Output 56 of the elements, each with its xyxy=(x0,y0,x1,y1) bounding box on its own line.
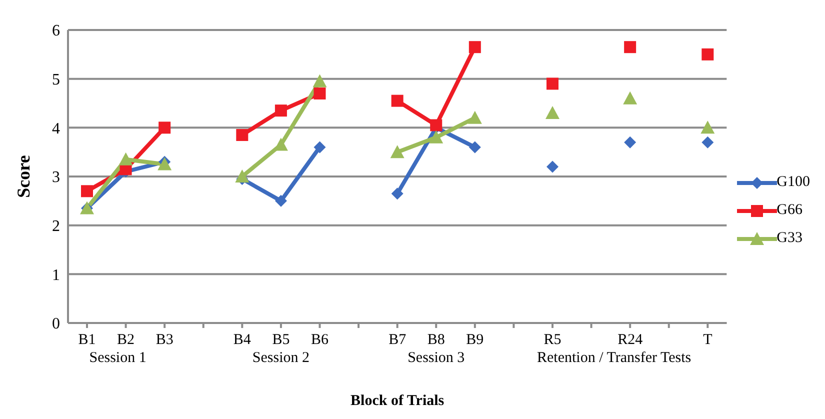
point xyxy=(274,194,287,207)
point xyxy=(624,41,636,54)
point xyxy=(158,122,171,134)
point xyxy=(312,74,327,88)
point xyxy=(81,185,93,198)
point xyxy=(314,87,326,100)
legend-label: G66 xyxy=(776,202,802,219)
point xyxy=(546,160,558,173)
y-axis-title: Score xyxy=(13,155,34,198)
point xyxy=(468,141,481,154)
point xyxy=(235,170,250,182)
point xyxy=(118,152,133,166)
point xyxy=(390,145,404,158)
x-tick-label: B3 xyxy=(156,332,174,348)
text: Session 1 xyxy=(89,350,146,366)
y-tick-label: 4 xyxy=(52,120,60,138)
point xyxy=(314,141,326,154)
x-tick-label: B7 xyxy=(388,332,407,348)
point xyxy=(546,78,558,90)
x-tick-label: B4 xyxy=(233,332,252,348)
x-tick-label: R5 xyxy=(544,332,562,348)
point xyxy=(391,188,404,200)
x-tick-label: B9 xyxy=(466,332,484,348)
point xyxy=(468,41,481,54)
y-tick-label: 3 xyxy=(52,169,60,186)
point xyxy=(702,48,714,60)
point xyxy=(158,157,172,170)
point xyxy=(236,128,248,141)
x-tick-label: B2 xyxy=(117,332,135,348)
y-tick-label: 1 xyxy=(52,266,60,284)
point xyxy=(274,104,287,117)
point xyxy=(391,94,404,107)
y-tick-label: 2 xyxy=(52,218,60,236)
x-tick-label: B6 xyxy=(310,332,329,348)
point xyxy=(623,91,638,104)
text: Session 3 xyxy=(408,350,465,366)
y-tick-label: 6 xyxy=(52,22,60,40)
x-tick-label: B5 xyxy=(272,332,290,348)
legend-label: G33 xyxy=(776,230,802,247)
legend-label: G100 xyxy=(776,174,810,191)
text: Retention / Transfer Tests xyxy=(537,350,692,366)
y-tick-label: 5 xyxy=(52,72,60,89)
point xyxy=(468,110,482,124)
text: Session 2 xyxy=(252,350,310,366)
x-tick-label: B8 xyxy=(427,332,445,348)
point xyxy=(702,136,714,148)
point xyxy=(430,119,442,132)
y-tick-label: 0 xyxy=(52,316,60,333)
x-axis-title: Block of Trials xyxy=(350,393,444,409)
point xyxy=(429,130,444,144)
point xyxy=(700,120,715,134)
x-tick-label: B1 xyxy=(78,332,96,348)
point xyxy=(624,136,636,148)
x-tick-label: R24 xyxy=(618,332,644,348)
point xyxy=(545,106,560,120)
x-tick-label: T xyxy=(703,332,712,348)
